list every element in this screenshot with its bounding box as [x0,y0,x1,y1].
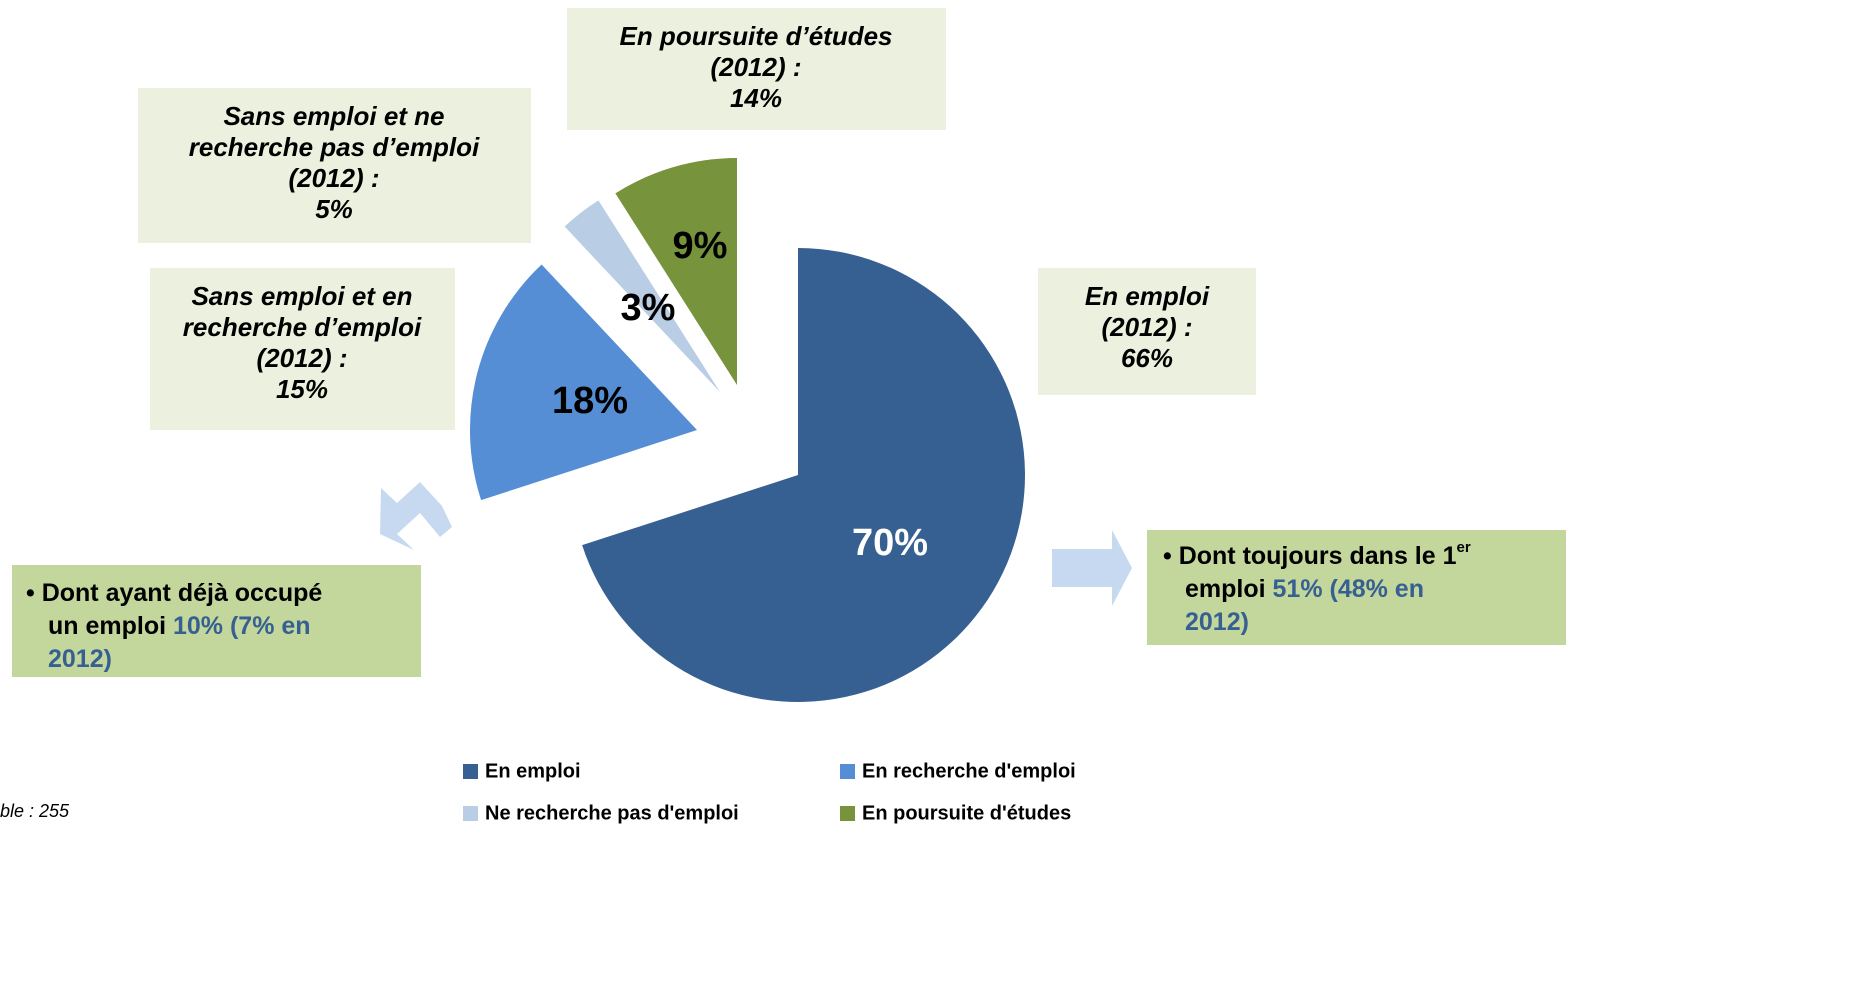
legend-label: En poursuite d'études [862,802,1071,824]
note-part: 2012) [1185,608,1249,636]
callout-box [150,268,455,430]
data-label: 18% [552,380,628,422]
note-part: 51% (48% en [1273,575,1424,603]
callout-text: En poursuite d’études [619,21,892,51]
note-part: • Dont ayant déjà occupé [26,579,322,607]
legend-swatch [463,764,478,779]
callout-text: 14% [730,83,782,113]
note-box [1147,530,1566,645]
note-part: 2012) [48,645,112,673]
callout-text: Sans emploi et en [191,281,412,311]
pie-slice [615,158,737,385]
legend-swatch [463,806,478,821]
data-label: 70% [852,522,928,564]
callout-text: (2012) : [1101,312,1192,342]
note-box [12,565,421,677]
callout-text: 15% [276,374,328,404]
data-label: 3% [621,287,676,329]
callout-text: (2012) : [256,343,347,373]
note-text: 2012) [1185,608,1249,636]
legend-swatch [840,764,855,779]
callout-text: En emploi [1085,281,1210,311]
callout-box [567,8,946,130]
note-part: er [1457,539,1471,556]
callout-text: recherche pas d’emploi [189,132,480,162]
note-part: emploi [1185,575,1273,603]
pie-slice [564,200,720,392]
data-label: 9% [673,225,728,267]
note-part: • Dont toujours dans le 1 [1163,542,1457,570]
callout-text: recherche d’emploi [183,312,422,342]
note-text: 2012) [48,645,112,673]
note-text: un emploi 10% (7% en [48,612,311,640]
callout-text: (2012) : [710,52,801,82]
callout-text: (2012) : [288,163,379,193]
footnote: ble : 255 [0,801,70,821]
note-text: • Dont ayant déjà occupé [26,579,322,607]
callout-text: 5% [315,194,353,224]
pie-slice [582,248,1025,702]
callout-text: 66% [1121,343,1173,373]
note-part: un emploi [48,612,173,640]
callout-text: Sans emploi et ne [223,101,444,131]
note-part: 10% (7% en [173,612,311,640]
arrow [1052,530,1132,606]
legend-label: En recherche d'emploi [862,760,1076,782]
callout-box [138,88,531,243]
note-text: emploi 51% (48% en [1185,575,1424,603]
callout-box [1038,268,1256,395]
arrow [380,482,452,550]
note-text: • Dont toujours dans le 1er [1163,539,1471,570]
legend-label: Ne recherche pas d'emploi [485,802,739,824]
legend-label: En emploi [485,760,581,782]
legend-swatch [840,806,855,821]
pie-slice [470,264,697,501]
